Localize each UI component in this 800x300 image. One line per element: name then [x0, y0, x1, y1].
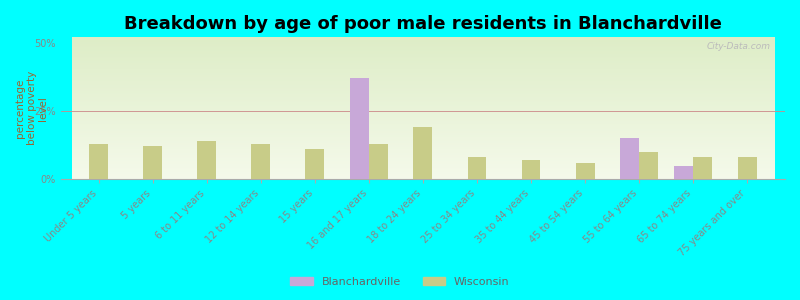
Bar [414, 127, 432, 179]
Bar [198, 141, 216, 179]
Bar [306, 149, 324, 179]
Bar [467, 157, 486, 179]
Bar [575, 163, 594, 179]
Bar [639, 152, 658, 179]
Bar [350, 78, 369, 179]
Text: City-Data.com: City-Data.com [706, 42, 770, 51]
Bar [143, 146, 162, 179]
Y-axis label: percentage
below poverty
level: percentage below poverty level [15, 71, 48, 146]
Legend: Blanchardville, Wisconsin: Blanchardville, Wisconsin [286, 273, 514, 291]
Bar [251, 144, 270, 179]
Bar [674, 166, 693, 179]
Bar [620, 138, 639, 179]
Bar [90, 144, 108, 179]
Bar [693, 157, 712, 179]
Title: Breakdown by age of poor male residents in Blanchardville: Breakdown by age of poor male residents … [124, 15, 722, 33]
Bar [369, 144, 388, 179]
Bar [522, 160, 541, 179]
Bar [738, 157, 757, 179]
